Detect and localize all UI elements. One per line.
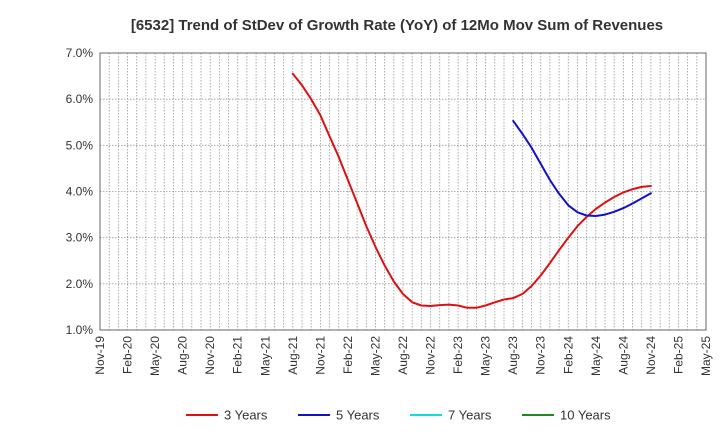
x-tick-label: Nov-24 [644, 336, 658, 375]
y-tick-label: 5.0% [66, 138, 94, 152]
legend-label: 5 Years [336, 408, 380, 423]
x-tick-label: Nov-21 [313, 336, 327, 375]
x-tick-label: Nov-20 [203, 336, 217, 375]
y-tick-label: 2.0% [66, 277, 94, 291]
grid [100, 53, 706, 330]
x-tick-label: May-24 [589, 336, 603, 376]
x-tick-label: Feb-24 [561, 336, 575, 374]
legend-label: 3 Years [224, 408, 268, 423]
legend-label: 10 Years [560, 408, 611, 423]
legend: 3 Years 5 Years 7 Years 10 Years [186, 408, 611, 423]
x-tick-label: Feb-22 [341, 336, 355, 374]
y-tick-label: 6.0% [66, 92, 94, 106]
x-tick-label: Feb-21 [231, 336, 245, 374]
series-line [291, 72, 652, 309]
series-line [512, 119, 652, 217]
y-tick-label: 3.0% [66, 231, 94, 245]
y-tick-label: 1.0% [66, 323, 94, 337]
x-axis: Nov-19 Feb-20 May-20 Aug-20 Nov-20 Feb-21 May-… [93, 336, 713, 376]
x-tick-label: May-22 [368, 336, 382, 376]
x-tick-label: Nov-22 [424, 336, 438, 375]
x-tick-label: Feb-25 [671, 336, 685, 374]
plot-area [99, 52, 707, 331]
x-tick-label: Nov-23 [534, 336, 548, 375]
x-tick-label: Aug-23 [506, 336, 520, 375]
x-tick-label: May-21 [258, 336, 272, 376]
x-tick-label: Aug-20 [176, 336, 190, 375]
x-tick-label: Aug-22 [396, 336, 410, 375]
x-tick-label: Feb-23 [451, 336, 465, 374]
x-tick-label: Feb-20 [121, 336, 135, 374]
x-tick-label: May-25 [699, 336, 713, 376]
x-tick-label: May-23 [479, 336, 493, 376]
legend-label: 7 Years [448, 408, 492, 423]
y-axis: 1.0% 2.0% 3.0% 4.0% 5.0% 6.0% 7.0% [66, 46, 94, 337]
x-tick-label: Nov-19 [93, 336, 107, 375]
x-tick-label: Aug-24 [616, 336, 630, 375]
y-tick-label: 7.0% [66, 46, 94, 60]
series-layer [291, 72, 652, 309]
x-tick-label: May-20 [148, 336, 162, 376]
y-tick-label: 4.0% [66, 185, 94, 199]
chart-title: [6532] Trend of StDev of Growth Rate (Yo… [131, 17, 663, 34]
x-tick-label: Aug-21 [286, 336, 300, 375]
